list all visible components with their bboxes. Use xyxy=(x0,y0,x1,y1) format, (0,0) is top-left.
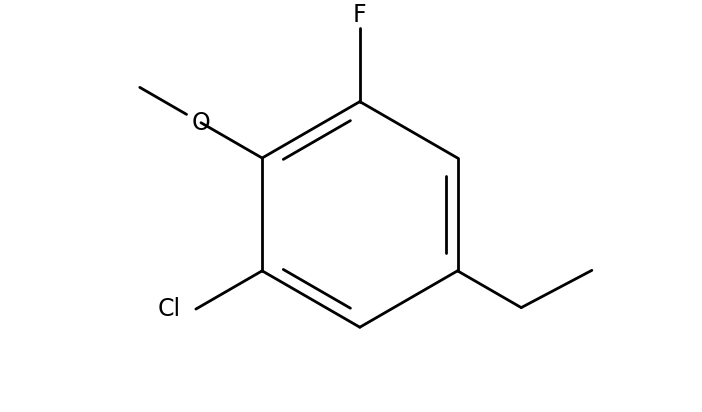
Text: O: O xyxy=(192,111,211,135)
Text: F: F xyxy=(353,3,366,27)
Text: Cl: Cl xyxy=(158,297,181,321)
